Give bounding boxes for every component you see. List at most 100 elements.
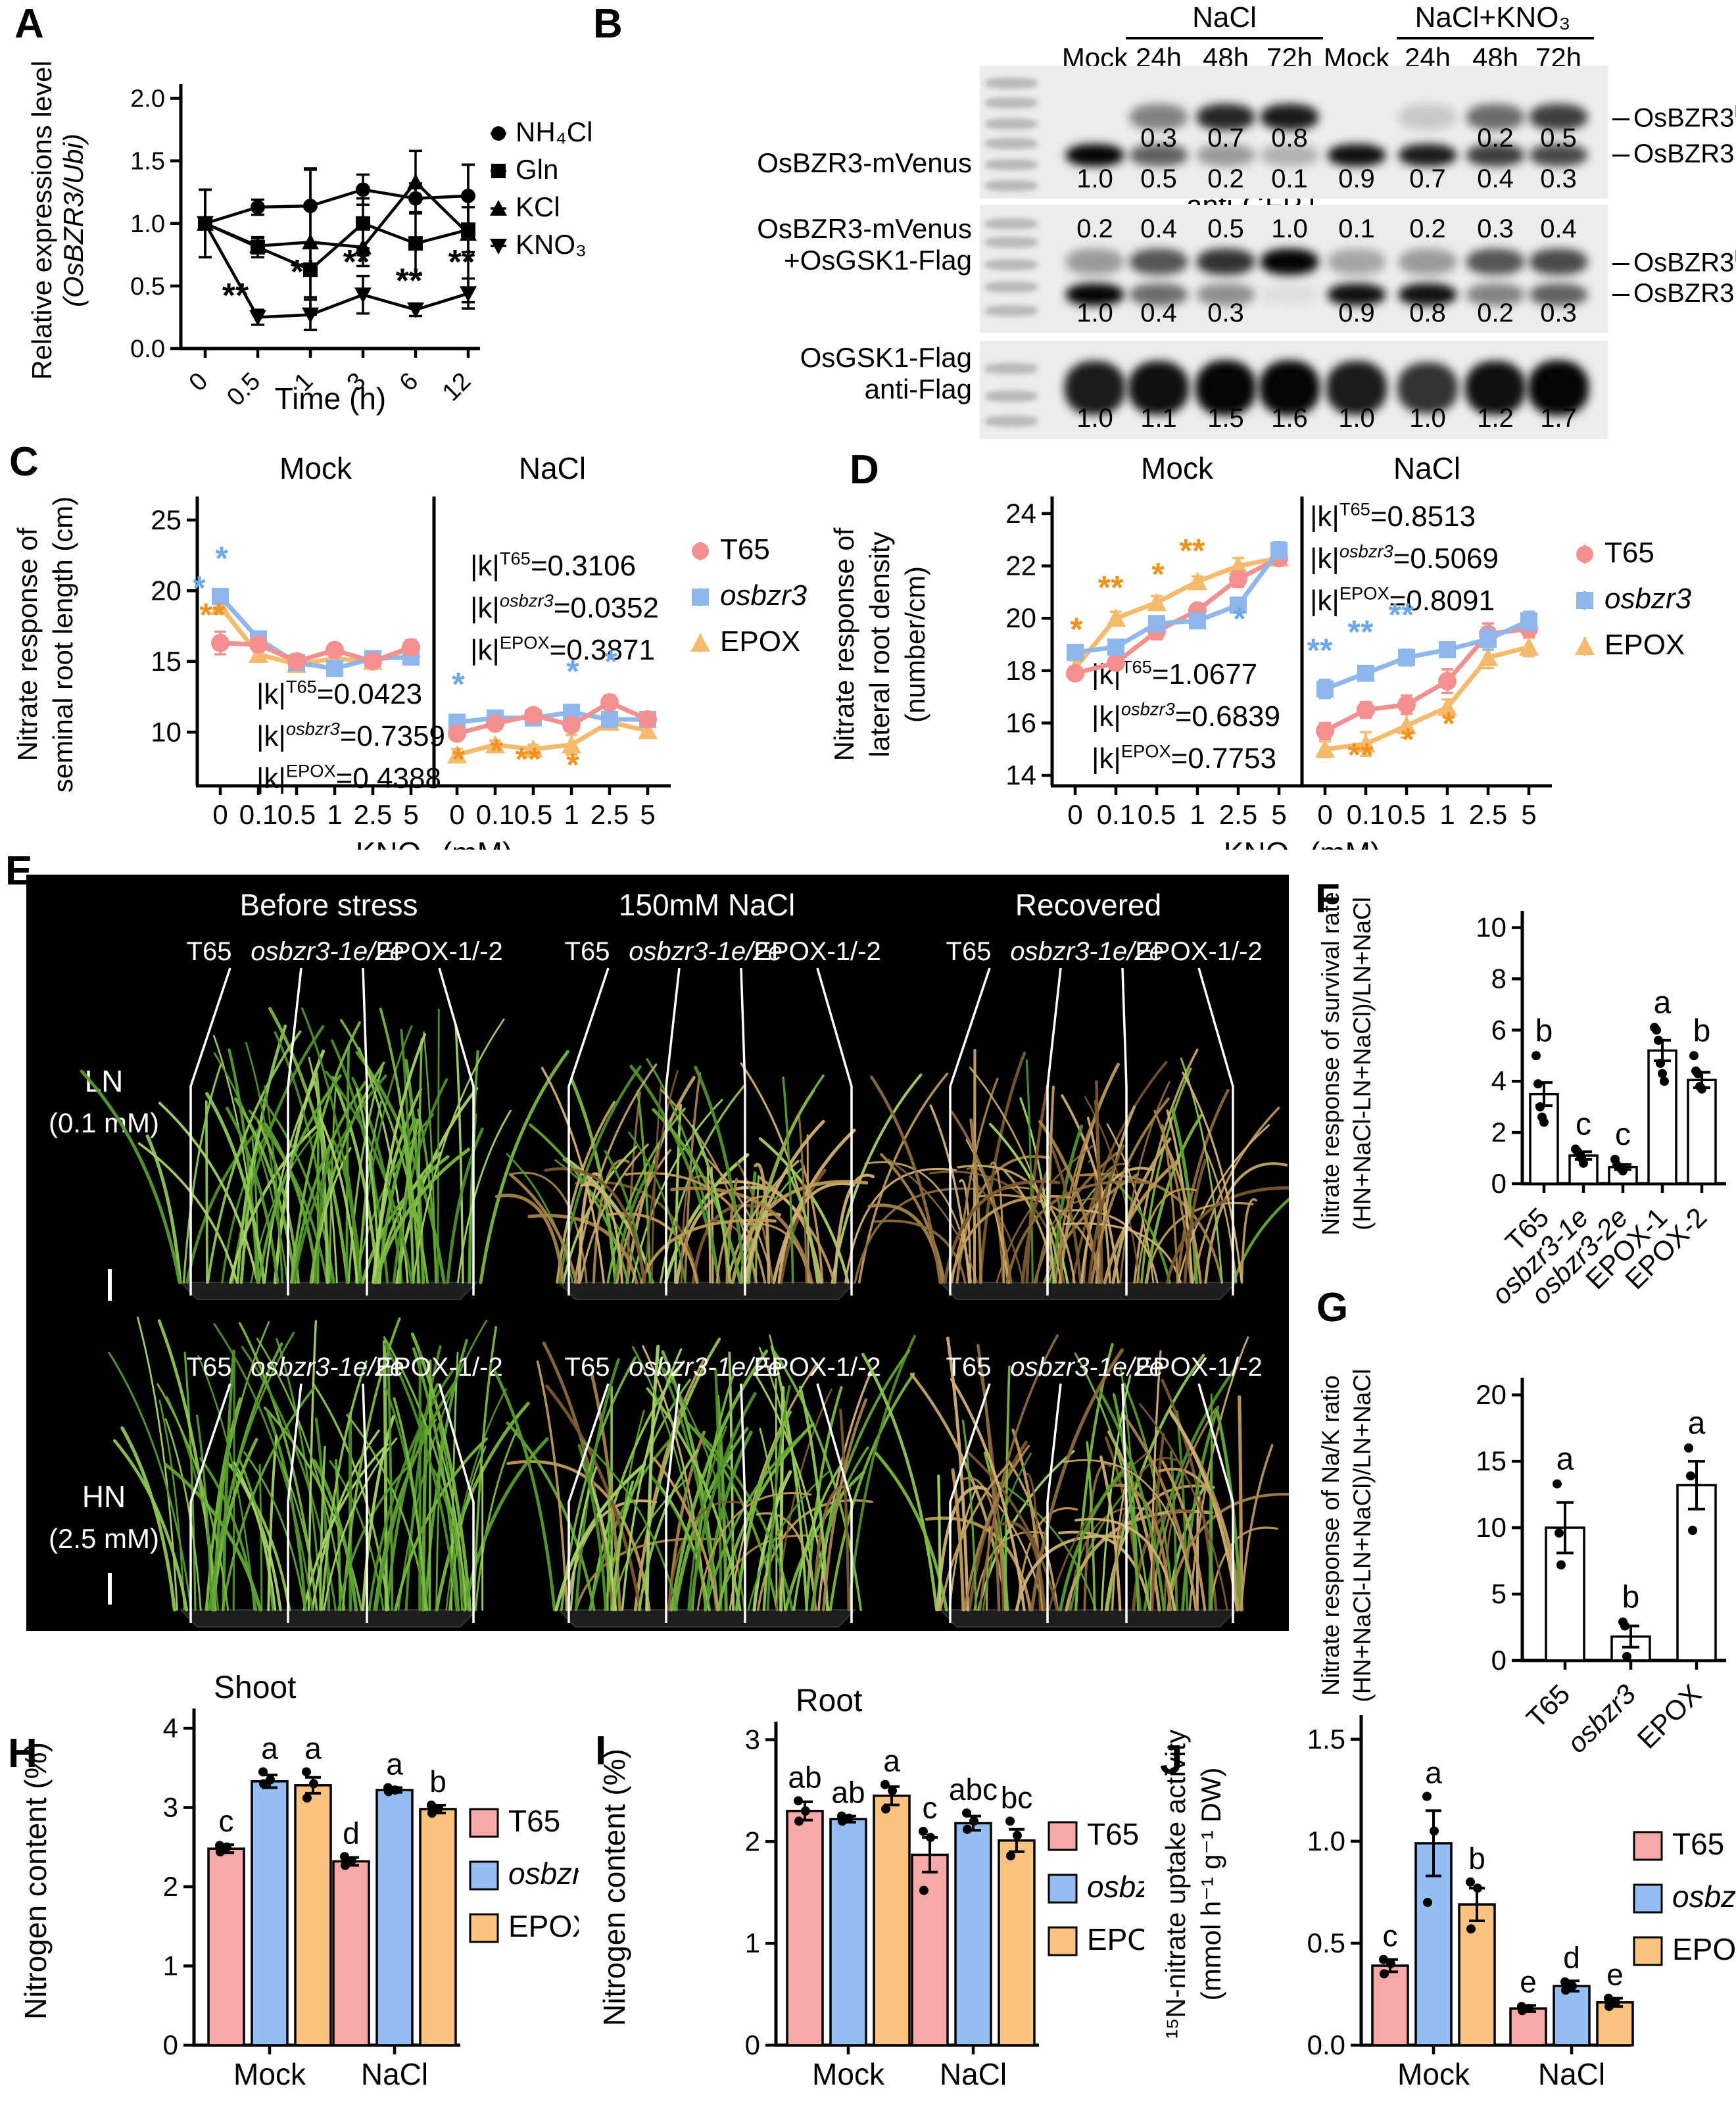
data-point [341,1860,350,1870]
legend-label: NH₄Cl [516,116,592,147]
data-point [1560,1977,1570,1987]
group-label: Mock [233,2057,306,2091]
significance-mark: * [490,732,503,769]
group-divider-line [567,967,610,1296]
x-tick-label: 5 [1271,799,1286,830]
plant-clump [494,1334,917,1628]
significance-letter: c [1576,1107,1591,1142]
significance-letter: a [883,1744,900,1778]
y-tick-label: 4 [1491,1065,1507,1096]
significance-letter: b [1693,1013,1711,1048]
band-quantification-top: 0.2 [1076,214,1113,243]
svg-text:|k|T65=1.0677: |k|T65=1.0677 [1092,656,1257,690]
data-point [258,1767,268,1777]
bar-osbzr3-nacl [375,1789,414,2046]
data-point [1604,2002,1614,2012]
band-quantification-top: 0.2 [1477,124,1514,153]
data-point [1555,1528,1564,1538]
panel-c-letter: C [9,439,39,485]
y-tick-label: 10 [1476,912,1507,943]
y-axis-label: lateral root density [864,531,895,757]
data-point [222,1842,231,1852]
y-tick-label: 8 [1491,963,1507,994]
panel-a-expression-chart: Relative expressions level (OsBZR3/Ubi) 0.… [13,7,592,427]
significance-mark: * [604,643,617,680]
svg-text:|k|T65=0.8513: |k|T65=0.8513 [1310,498,1476,533]
y-tick-label: 0 [163,2029,178,2060]
legend: T65 osbzr3 EPOX [690,533,808,658]
data-point [347,1856,356,1866]
significance-mark: ** [343,243,370,281]
band-quantification-bottom: 1.6 [1271,404,1308,433]
svg-text:|k|EPOX=0.7753: |k|EPOX=0.7753 [1092,740,1276,775]
bar-EPOX-nacl [998,1839,1036,2046]
significance-letter: a [1654,985,1672,1020]
data-point [1620,1621,1629,1631]
data-point [1622,1651,1631,1661]
genotype-label-t65: T65 [565,937,610,966]
y-axis-label: Nitrate response of [829,527,859,761]
protein-band [1399,104,1457,130]
x-tick-label: 0.5 [277,799,316,830]
significance-mark: ** [1348,614,1374,650]
y-tick-label: 0.5 [130,273,165,301]
series-T65-nacl [448,693,657,743]
x-tick-label: 1 [1190,799,1205,830]
significance-letter: abc [949,1772,998,1806]
significance-letter: ab [831,1776,865,1810]
y-tick-label: 5 [1491,1578,1507,1609]
data-point [838,1816,847,1826]
protein-band [1066,249,1124,275]
significance-letter: a [1556,1441,1574,1476]
band-quantification-bottom: 1.0 [1076,299,1113,327]
panel-i-root-nitrogen-chart: Nitrogen content (%) Root 0 1 2 3 Mock ab ab a NaC… [579,1657,1178,2104]
legend-label: osbzr3 [1604,583,1692,615]
data-point [427,1808,437,1818]
x-tick-label: 0 [1317,799,1332,830]
data-point [1697,1084,1706,1094]
panel-i-letter: I [595,1728,607,1774]
data-point [1533,1079,1543,1089]
ladder-band [985,97,1038,109]
data-point [801,1806,810,1816]
genotype-label-osbzr3: osbzr3-1e/2e [1010,937,1163,966]
y-tick-label: 1.5 [130,148,165,176]
data-point [1539,1117,1549,1127]
protein-band [1466,283,1524,306]
y-tick-label: 2 [1491,1117,1507,1148]
protein-band [1130,249,1188,275]
y-tick-label: 1.0 [130,210,165,238]
significance-letter: b [429,1764,446,1799]
band-quantification-top: 1.0 [1271,214,1308,243]
x-tick-label: 0.1 [476,799,514,830]
group-label: NaCl [1538,2057,1605,2091]
significance-letter: b [1622,1580,1640,1614]
data-point [216,1847,225,1857]
legend-label: KCl [516,191,560,222]
data-point [1686,1471,1695,1481]
significance-mark: * [1442,705,1455,742]
protein-band [1197,283,1255,306]
genotype-label-osbzr3: osbzr3-1e/2e [251,1353,404,1382]
svg-text:|k|osbzr3=0.5069: |k|osbzr3=0.5069 [1310,541,1499,575]
y-tick-label: 2 [163,1871,178,1902]
band-quantification-bottom: 0.3 [1540,164,1577,193]
data-point [1689,1051,1699,1061]
data-point [963,1824,972,1834]
protein-band [1399,249,1457,275]
legend: T65 osbzr3 EPOX [1575,537,1692,661]
series-osbzr3-nacl [1316,610,1537,700]
y-tick-label: 15 [1476,1445,1507,1476]
significance-mark: * [193,569,206,606]
y-tick-label: 6 [1491,1014,1507,1045]
panel-e-plant-photos: Before stress 150mM NaCl Recovered LN (0.1 m… [26,875,1330,1631]
ladder-band [985,118,1038,130]
data-point [919,1826,928,1836]
x-tick-label: 1 [564,799,579,830]
protein-band [1397,362,1458,414]
group-divider-line [949,1383,991,1623]
x-tick-label: 1 [327,799,342,830]
band-quantification-bottom: 1.0 [1076,404,1113,433]
significance-mark: ** [222,277,249,315]
y-tick-label: 2.0 [130,85,165,113]
